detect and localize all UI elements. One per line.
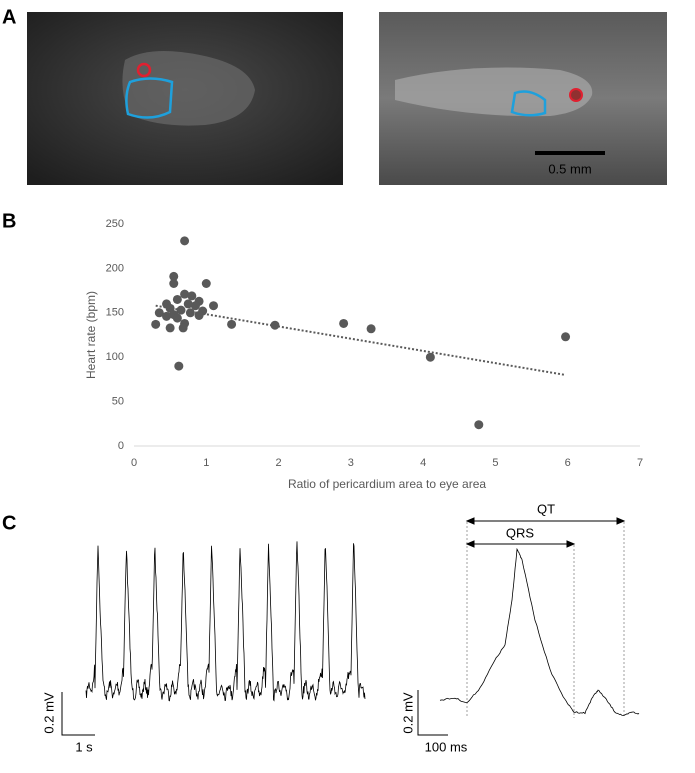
ecg-trace	[85, 541, 366, 702]
trendline	[155, 304, 566, 376]
data-point	[178, 323, 188, 333]
data-point	[172, 294, 182, 304]
interval-label: QRS	[506, 525, 535, 540]
data-point	[169, 278, 179, 288]
interval-label: QT	[537, 501, 555, 516]
x-tick-label: 3	[348, 457, 354, 469]
data-point	[425, 352, 435, 362]
data-point	[366, 324, 376, 334]
y-tick-label: 200	[106, 262, 124, 274]
x-axis-label: Ratio of pericardium area to eye area	[288, 477, 486, 491]
amplitude-scale: 0.2 mV	[41, 692, 56, 734]
data-point	[185, 308, 195, 318]
data-point	[151, 319, 161, 329]
panel-label: C	[2, 512, 16, 534]
ecg-panel: 0.2 mV 1 s 0.2 mV 100 ms QT QRS	[41, 501, 640, 754]
x-tick-label: 2	[276, 457, 282, 469]
x-tick-label: 7	[637, 457, 643, 469]
data-point	[180, 236, 190, 246]
data-point	[183, 299, 193, 309]
data-point	[201, 278, 211, 288]
y-axis-label: Heart rate (bpm)	[84, 291, 98, 379]
data-point	[172, 313, 182, 323]
x-tick-label: 5	[492, 457, 498, 469]
data-point	[169, 271, 179, 281]
panel-label: B	[2, 210, 16, 232]
time-scale: 1 s	[75, 739, 93, 754]
data-point	[227, 319, 237, 329]
data-point	[339, 318, 349, 328]
time-scale: 100 ms	[425, 739, 468, 754]
data-point	[154, 308, 164, 318]
y-tick-label: 150	[106, 307, 124, 319]
x-tick-label: 4	[420, 457, 426, 469]
data-point	[561, 332, 571, 342]
scale-bar-label: 0.5 mm	[548, 161, 591, 176]
data-point	[187, 291, 197, 301]
scatter-chart: 0 50 100 150 200 250 0 1 2 3 4 5 6 7	[106, 218, 643, 469]
data-point	[474, 420, 484, 430]
microscopy-image: 0.5 mm	[379, 12, 667, 185]
y-tick-label: 100	[106, 351, 124, 363]
data-point	[209, 301, 219, 311]
data-point	[165, 323, 175, 333]
y-tick-label: 0	[118, 440, 124, 452]
x-tick-label: 1	[203, 457, 209, 469]
panel-label: A	[2, 6, 16, 28]
data-point	[190, 301, 200, 311]
y-tick-label: 250	[106, 218, 124, 230]
data-point	[174, 361, 184, 371]
data-point	[162, 311, 172, 321]
y-tick-label: 50	[112, 396, 124, 408]
amplitude-scale: 0.2 mV	[400, 692, 415, 734]
ecg-beat	[439, 547, 640, 716]
x-tick-label: 6	[565, 457, 571, 469]
microscopy-image	[27, 12, 343, 185]
x-tick-label: 0	[131, 457, 137, 469]
data-point	[180, 289, 190, 299]
